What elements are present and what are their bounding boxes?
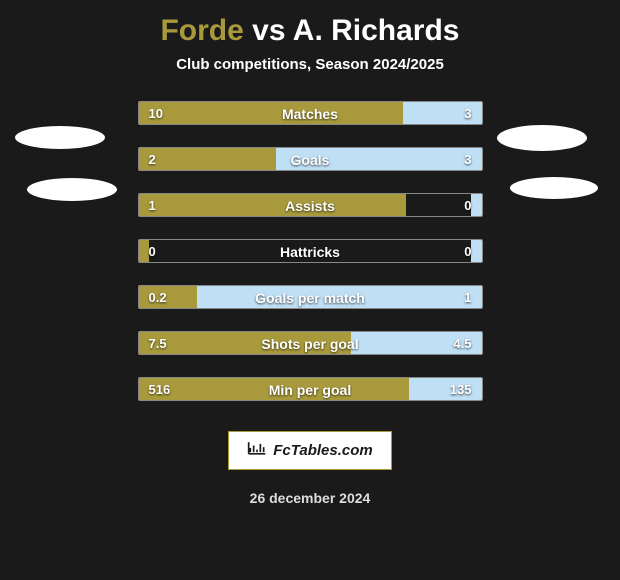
stat-label: Assists — [139, 194, 482, 216]
stat-bar: Goals per match0.2 1 — [138, 285, 483, 309]
stat-value-b: 3 — [464, 148, 471, 170]
stat-bar: Min per goal516 135 — [138, 377, 483, 401]
stat-row: Shots per goal7.5 4.5 — [0, 331, 620, 355]
stat-bar: Assists1 0 — [138, 193, 483, 217]
stat-value-a: 7.5 — [149, 332, 167, 354]
player-b-name: A. Richards — [293, 14, 460, 47]
stat-row: Matches10 3 — [0, 101, 620, 125]
date-text: 26 december 2024 — [250, 490, 371, 506]
stat-value-a: 10 — [149, 102, 163, 124]
stat-value-b: 4.5 — [453, 332, 471, 354]
chart-icon — [247, 440, 267, 461]
stat-label: Hattricks — [139, 240, 482, 262]
stat-row: Goals2 3 — [0, 147, 620, 171]
stat-bar: Matches10 3 — [138, 101, 483, 125]
page-title: Forde vs A. Richards — [160, 14, 459, 48]
flag-placeholder — [15, 126, 105, 149]
stat-value-a: 1 — [149, 194, 156, 216]
stat-value-b: 1 — [464, 286, 471, 308]
stat-value-b: 0 — [464, 194, 471, 216]
stat-bar: Shots per goal7.5 4.5 — [138, 331, 483, 355]
stat-row: Min per goal516 135 — [0, 377, 620, 401]
stat-bar: Goals2 3 — [138, 147, 483, 171]
flag-placeholder — [497, 125, 587, 151]
brand-text: FcTables.com — [273, 442, 372, 459]
stat-label: Shots per goal — [139, 332, 482, 354]
stat-label: Goals — [139, 148, 482, 170]
stat-label: Goals per match — [139, 286, 482, 308]
stat-value-b: 0 — [464, 240, 471, 262]
player-a-name: Forde — [160, 14, 243, 47]
stat-label: Matches — [139, 102, 482, 124]
stat-value-a: 0.2 — [149, 286, 167, 308]
stat-value-a: 0 — [149, 240, 156, 262]
stat-value-b: 135 — [450, 378, 472, 400]
flag-placeholder — [510, 177, 598, 199]
title-vs: vs — [252, 14, 285, 47]
stat-value-a: 2 — [149, 148, 156, 170]
stat-row: Goals per match0.2 1 — [0, 285, 620, 309]
stat-label: Min per goal — [139, 378, 482, 400]
subtitle: Club competitions, Season 2024/2025 — [176, 56, 444, 73]
comparison-infographic: Forde vs A. Richards Club competitions, … — [0, 0, 620, 580]
stat-bar: Hattricks0 0 — [138, 239, 483, 263]
stat-value-a: 516 — [149, 378, 171, 400]
stat-row: Hattricks0 0 — [0, 239, 620, 263]
flag-placeholder — [27, 178, 117, 201]
brand-badge: FcTables.com — [228, 431, 391, 470]
stat-value-b: 3 — [464, 102, 471, 124]
